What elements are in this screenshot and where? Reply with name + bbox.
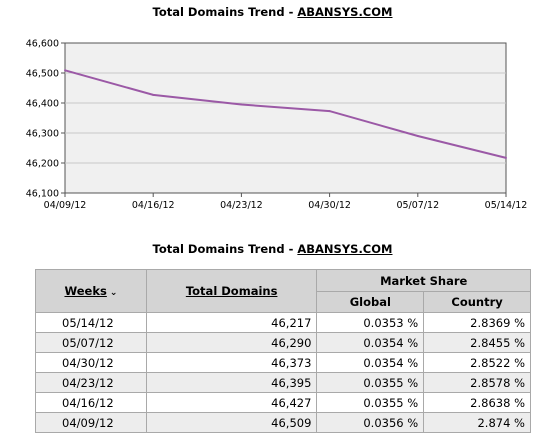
- total-domains-cell: 46,509: [145, 412, 318, 433]
- total-domains-cell: 46,217: [145, 312, 318, 333]
- y-tick-label: 46,200: [26, 159, 59, 170]
- y-tick-label: 46,500: [26, 69, 59, 80]
- global-share-cell: 0.0354 %: [316, 352, 425, 373]
- global-share-cell: 0.0353 %: [316, 312, 425, 333]
- data-point: [240, 103, 243, 106]
- week-cell: 04/23/12: [35, 372, 147, 393]
- x-tick-label: 04/23/12: [220, 200, 263, 211]
- global-share-cell: 0.0356 %: [316, 412, 425, 433]
- week-cell: 04/09/12: [35, 412, 147, 433]
- trend-chart: 46,100 46,200 46,300 46,400 46,500 46,600 04/0…: [26, 39, 528, 212]
- total-domains-sort-link[interactable]: Total Domains: [185, 284, 278, 298]
- market-share-header: Market Share: [316, 269, 531, 292]
- week-cell: 05/07/12: [35, 332, 147, 353]
- week-cell: 05/14/12: [35, 312, 147, 333]
- table-row: 04/09/12 46,509 0.0356 % 2.874 %: [35, 412, 531, 433]
- country-share-cell: 2.8638 %: [423, 392, 531, 413]
- total-domains-cell: 46,290: [145, 332, 318, 353]
- chart-title: Total Domains Trend - ABANSYS.COM: [0, 5, 545, 19]
- country-header: Country: [423, 291, 531, 313]
- plot-area: [64, 42, 507, 194]
- series-line: [64, 69, 507, 159]
- x-tick-label: 04/16/12: [132, 200, 175, 211]
- data-point: [64, 69, 66, 72]
- data-point: [328, 110, 331, 113]
- table-row: 05/07/12 46,290 0.0354 % 2.8455 %: [35, 332, 531, 353]
- week-cell: 04/30/12: [35, 352, 147, 373]
- x-tick-label: 04/09/12: [44, 200, 87, 211]
- country-share-cell: 2.8455 %: [423, 332, 531, 353]
- chart-title-site-link[interactable]: ABANSYS.COM: [297, 5, 393, 19]
- country-share-cell: 2.874 %: [423, 412, 531, 433]
- country-share-cell: 2.8578 %: [423, 372, 531, 393]
- x-tick-label: 04/30/12: [308, 200, 351, 211]
- table-row: 05/14/12 46,217 0.0353 % 2.8369 %: [35, 312, 531, 333]
- country-share-cell: 2.8369 %: [423, 312, 531, 333]
- table-row: 04/30/12 46,373 0.0354 % 2.8522 %: [35, 352, 531, 373]
- data-point: [152, 93, 155, 96]
- y-tick-label: 46,400: [26, 99, 59, 110]
- total-domains-cell: 46,395: [145, 372, 318, 393]
- data-point: [416, 135, 419, 137]
- table-title: Total Domains Trend - ABANSYS.COM: [0, 242, 545, 256]
- total-domains-cell: 46,427: [145, 392, 318, 413]
- domains-table: Weeks ⌄ Total Domains Market Share Global…: [35, 269, 531, 433]
- chevron-down-icon[interactable]: ⌄: [109, 288, 118, 298]
- x-tick-label: 05/14/12: [485, 200, 528, 211]
- weeks-header[interactable]: Weeks ⌄: [35, 269, 147, 313]
- table-row: 04/23/12 46,395 0.0355 % 2.8578 %: [35, 372, 531, 393]
- total-domains-header[interactable]: Total Domains: [145, 269, 318, 313]
- global-share-cell: 0.0354 %: [316, 332, 425, 353]
- global-share-cell: 0.0355 %: [316, 372, 425, 393]
- week-cell: 04/16/12: [35, 392, 147, 413]
- y-tick-label: 46,600: [26, 39, 59, 50]
- table-title-site-link[interactable]: ABANSYS.COM: [297, 242, 393, 256]
- x-tick-label: 05/07/12: [396, 200, 439, 211]
- chart-title-prefix: Total Domains Trend -: [152, 5, 298, 19]
- global-header: Global: [316, 291, 425, 313]
- global-share-cell: 0.0355 %: [316, 392, 425, 413]
- data-point: [505, 156, 507, 159]
- total-domains-cell: 46,373: [145, 352, 318, 373]
- country-share-cell: 2.8522 %: [423, 352, 531, 373]
- y-tick-label: 46,100: [26, 189, 59, 200]
- table-row: 04/16/12 46,427 0.0355 % 2.8638 %: [35, 392, 531, 413]
- y-tick-label: 46,300: [26, 129, 59, 140]
- weeks-sort-link[interactable]: Weeks: [64, 284, 107, 298]
- table-title-prefix: Total Domains Trend -: [152, 242, 298, 256]
